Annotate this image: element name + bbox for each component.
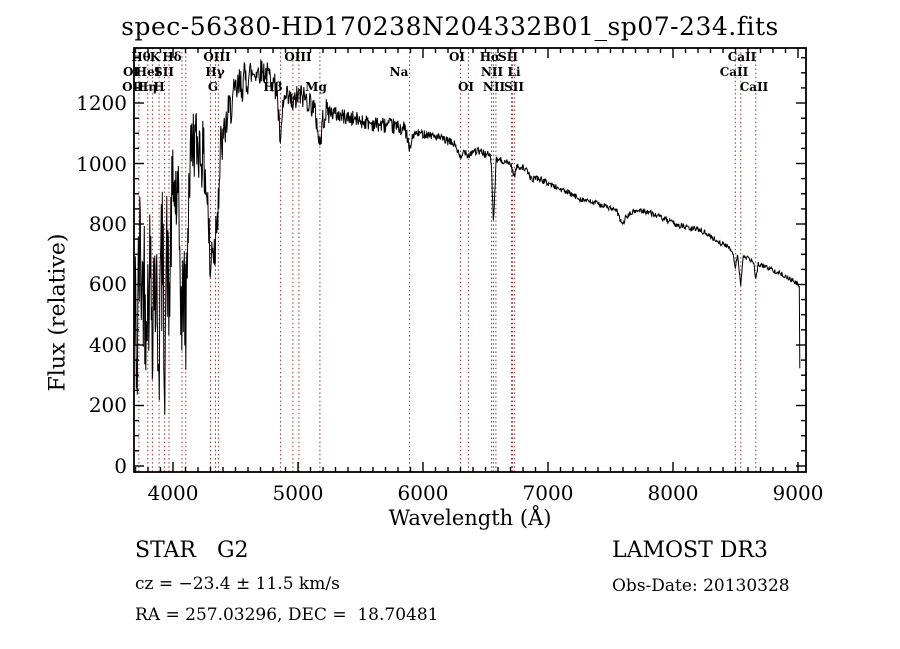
spectral-line-label: OII xyxy=(122,80,144,94)
classification-text: STAR G2 xyxy=(135,538,249,563)
spectral-line-label: CaII xyxy=(739,80,769,94)
spectral-line-label: Hη xyxy=(136,80,158,94)
spectral-line-label: Hβ xyxy=(263,80,283,94)
plot-frame xyxy=(133,47,807,473)
spectral-line-label: G xyxy=(207,80,219,94)
x-tick-label: 6000 xyxy=(397,481,449,505)
y-tick-label: 200 xyxy=(88,393,127,417)
ra-dec-text: RA = 257.03296, DEC = 18.70481 xyxy=(135,605,439,625)
x-tick-label: 5000 xyxy=(272,481,324,505)
obs-date-text: Obs-Date: 20130328 xyxy=(612,576,790,596)
spectral-line-label: OIII xyxy=(203,50,231,64)
spectral-line-label: SII xyxy=(498,50,518,64)
x-tick-label: 8000 xyxy=(647,481,699,505)
spectral-line-label: CaII xyxy=(727,50,757,64)
spectral-line-label: Hθ xyxy=(131,50,151,64)
y-tick-label: 600 xyxy=(88,272,127,296)
y-tick-label: 1200 xyxy=(76,91,127,115)
spectral-line-label: Li xyxy=(507,65,521,79)
y-tick-label: 400 xyxy=(88,333,127,357)
x-tick-label: 9000 xyxy=(772,481,824,505)
page-title: spec-56380-HD170238N204332B01_sp07-234.f… xyxy=(121,12,779,41)
radial-velocity-text: cz = −23.4 ± 11.5 km/s xyxy=(135,574,340,594)
x-axis-title: Wavelength (Å) xyxy=(388,506,552,530)
spectral-line-label: Na xyxy=(389,65,409,79)
spectral-line-label: NII xyxy=(482,80,506,94)
survey-text: LAMOST DR3 xyxy=(612,538,768,563)
spectral-line-label: OI xyxy=(448,50,466,64)
spectral-line-label: H xyxy=(153,80,165,94)
spectral-line-label: Hγ xyxy=(205,65,225,79)
spectral-line-label: OIII xyxy=(284,50,312,64)
y-tick-label: 800 xyxy=(88,212,127,236)
spectral-line-label: OI xyxy=(457,80,475,94)
spectral-line-label: Mg xyxy=(305,80,327,94)
spectral-line-label: NII xyxy=(480,65,504,79)
spectral-line-label: Hα xyxy=(479,50,501,64)
spectral-line-label: OI xyxy=(122,65,140,79)
spectral-line-label: K xyxy=(149,50,161,64)
spectral-line-label: SII xyxy=(154,65,174,79)
y-tick-label: 0 xyxy=(114,454,127,478)
spectral-line-label: Hδ xyxy=(162,50,182,64)
spectral-line-label: SII xyxy=(504,80,524,94)
spectral-line-label: CaII xyxy=(719,65,749,79)
spectral-line-label: HeI xyxy=(135,65,161,79)
y-tick-label: 1000 xyxy=(76,152,127,176)
x-tick-label: 4000 xyxy=(147,481,199,505)
x-tick-label: 7000 xyxy=(522,481,574,505)
spectrum-flux-curve xyxy=(134,59,801,415)
